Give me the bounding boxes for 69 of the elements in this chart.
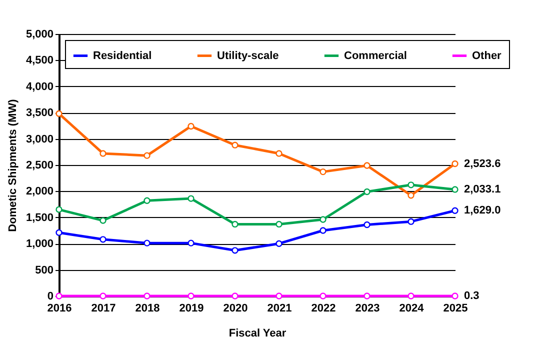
x-axis-title: Fiscal Year	[228, 328, 287, 340]
point	[232, 247, 238, 254]
point	[320, 292, 326, 300]
point	[188, 240, 194, 246]
point	[408, 182, 414, 188]
point	[144, 152, 150, 159]
data-label: 1,629.0	[464, 204, 501, 217]
point	[100, 236, 106, 243]
point	[320, 216, 326, 223]
point	[144, 197, 150, 204]
y-tick-label: 4,500	[26, 54, 54, 67]
point	[408, 218, 414, 225]
point	[188, 195, 194, 202]
point	[364, 162, 370, 169]
point	[188, 292, 194, 300]
y-tick-label: 2,000	[26, 186, 54, 198]
x-tick-label: 2025	[443, 302, 468, 314]
point	[452, 186, 458, 193]
y-tick-label: 4,000	[26, 80, 54, 93]
point	[276, 150, 282, 157]
point	[364, 221, 370, 228]
point	[276, 292, 282, 300]
x-tick-label: 2024	[399, 302, 425, 314]
point	[188, 122, 194, 130]
point	[408, 192, 414, 199]
point	[232, 220, 238, 228]
x-tick-label: 2022	[311, 302, 336, 314]
x-tick-label: 2020	[223, 302, 248, 314]
data-label: 2,523.6	[464, 158, 501, 170]
y-tick-label: 5,000	[26, 28, 54, 40]
x-tick-label: 2023	[355, 302, 380, 314]
point	[320, 168, 326, 176]
point	[56, 206, 62, 213]
y-tick-label: 3,500	[26, 107, 54, 120]
point	[100, 150, 106, 157]
legend-label: Residential	[93, 50, 152, 62]
y-tick-label: 3,000	[26, 133, 54, 146]
legend-label: Utility-scale	[217, 50, 279, 62]
legend-label: Commercial	[344, 50, 407, 62]
point	[452, 207, 458, 214]
point	[144, 240, 150, 246]
point	[232, 292, 238, 300]
y-tick-label: 2,500	[26, 160, 54, 172]
point	[276, 220, 282, 228]
x-tick-label: 2018	[135, 302, 160, 314]
point	[452, 160, 458, 168]
point	[232, 142, 238, 148]
point	[56, 229, 62, 236]
y-tick-label: 0	[47, 290, 54, 302]
data-label: 2,033.1	[464, 183, 501, 196]
point	[364, 292, 370, 300]
point	[452, 292, 458, 300]
point	[320, 227, 326, 234]
point	[408, 292, 414, 300]
y-tick-label: 1,000	[26, 238, 54, 250]
data-label: 0.3	[464, 290, 480, 302]
x-tick-label: 2019	[179, 302, 204, 314]
y-axis-title: Dometic Shipments (MW)	[6, 98, 19, 232]
y-tick-label: 500	[35, 264, 54, 276]
point	[276, 240, 282, 247]
point	[144, 292, 150, 300]
point	[364, 188, 370, 196]
point	[100, 217, 106, 224]
x-tick-label: 2017	[91, 302, 116, 314]
x-tick-label: 2016	[47, 302, 72, 314]
y-tick-label: 1,500	[26, 212, 54, 224]
point	[100, 292, 106, 300]
x-tick-label: 2021	[267, 302, 292, 314]
legend-label: Other	[472, 50, 502, 62]
